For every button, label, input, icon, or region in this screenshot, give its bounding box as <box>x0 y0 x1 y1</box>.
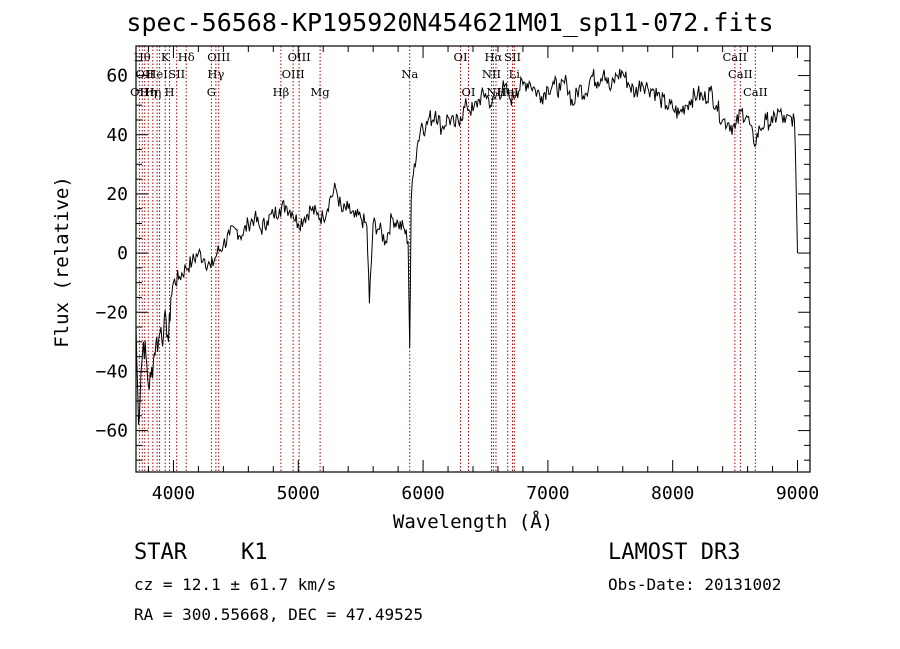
x-tick-label: 9000 <box>776 483 819 504</box>
spectral-line-label: Hβ <box>273 85 290 99</box>
spectral-line-label: Hθ <box>134 50 151 64</box>
object-subclass: K1 <box>241 540 268 565</box>
y-tick-label: −20 <box>95 302 128 323</box>
survey-name: LAMOST DR3 <box>608 540 741 565</box>
spectral-line-label: Li <box>509 67 521 81</box>
spectral-line-label: HeI <box>146 67 167 81</box>
spectral-line-label: K <box>161 50 170 64</box>
x-tick-label: 6000 <box>401 483 444 504</box>
y-tick-label: −60 <box>95 421 128 442</box>
spectral-line-label: SII <box>504 50 521 64</box>
x-axis-label: Wavelength (Å) <box>392 511 554 533</box>
spectral-line-label: NII <box>486 85 505 99</box>
emission-line-markers <box>138 46 756 472</box>
spectral-line-label: G <box>207 85 216 99</box>
spectral-line-label: OII <box>130 85 149 99</box>
spectral-line-label: Hγ <box>207 67 224 81</box>
spectral-line-label: Hα <box>484 50 502 64</box>
spectral-line-label: CaII <box>722 50 747 64</box>
y-tick-label: 60 <box>106 66 128 87</box>
y-tick-label: 40 <box>106 125 128 146</box>
spectral-line-label: Hη <box>140 85 157 99</box>
spectral-line-label: OII <box>135 67 154 81</box>
y-tick-label: −40 <box>95 361 128 382</box>
axis-ticks: 4000 5000 6000 7000 8000 9000 −60 −40 −20 0 20 40 60 <box>95 45 819 504</box>
spectral-line-label: SII <box>168 67 185 81</box>
y-axis-label: Flux (relative) <box>51 176 73 348</box>
spectral-line-label: OI <box>454 50 468 64</box>
y-tick-label: 0 <box>117 243 128 264</box>
spectral-line-label: CaII <box>743 85 768 99</box>
x-tick-label: 7000 <box>526 483 569 504</box>
spectral-line-label: OIII <box>207 50 230 64</box>
spectral-line-label: Mg <box>311 85 331 99</box>
object-class: STAR <box>134 540 187 565</box>
spectrum-line <box>135 68 798 425</box>
spectral-line-label: HeI <box>497 85 518 99</box>
spectral-line-label: Na <box>401 67 418 81</box>
x-tick-label: 8000 <box>651 483 694 504</box>
coordinates: RA = 300.55668, DEC = 47.49525 <box>134 605 423 624</box>
spectral-line-label: Hη <box>144 85 161 99</box>
spectral-line-label: Hδ <box>178 50 195 64</box>
obs-date: Obs-Date: 20131002 <box>608 575 782 594</box>
spectral-line-label: OI <box>462 85 476 99</box>
x-tick-label: 5000 <box>277 483 320 504</box>
line-labels: OIIHθOIIHηHηHeIKHSIIHδGHγOIIIHβOIIIOIIIM… <box>130 50 768 99</box>
spectral-line-label: OIII <box>288 50 311 64</box>
redshift-value: cz = 12.1 ± 61.7 km/s <box>134 575 337 594</box>
spectral-line-label: OIII <box>282 67 305 81</box>
spectral-line-label: H <box>165 85 175 99</box>
y-tick-label: 20 <box>106 184 128 205</box>
chart-title: spec-56568-KP195920N454621M01_sp11-072.f… <box>126 8 774 37</box>
x-tick-label: 4000 <box>152 483 195 504</box>
spectral-line-label: CaII <box>728 67 753 81</box>
spectral-line-label: NII <box>482 67 501 81</box>
